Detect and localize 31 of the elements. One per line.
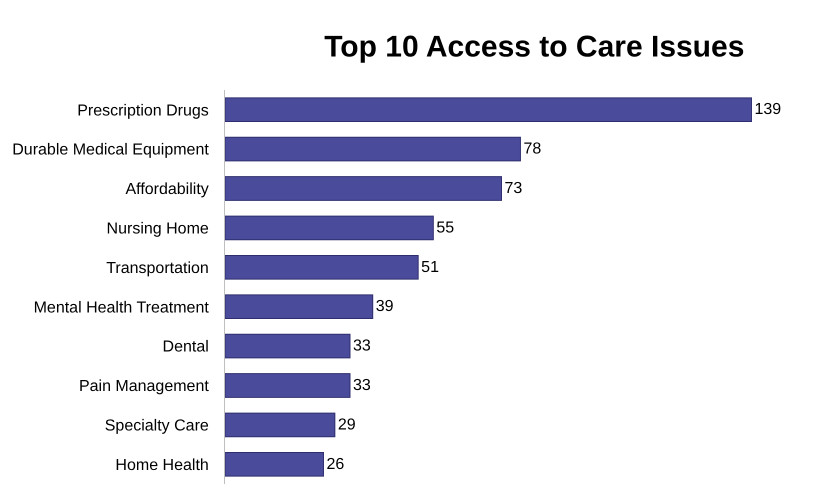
data-label: 29 — [338, 416, 356, 434]
bar — [225, 334, 350, 358]
y-tick-label: Prescription Drugs — [77, 102, 209, 120]
bar — [225, 254, 419, 280]
data-label: 33 — [352, 377, 371, 394]
data-label: 39 — [376, 298, 394, 316]
data-label: 78 — [523, 140, 542, 158]
data-label: 33 — [352, 338, 371, 355]
data-label: 55 — [436, 219, 454, 236]
data-label: 73 — [504, 180, 522, 197]
bar — [225, 294, 374, 320]
y-tick-label: Durable Medical Equipment — [12, 142, 210, 159]
bar — [225, 373, 350, 398]
bar — [225, 136, 521, 162]
y-tick-label: Specialty Care — [104, 418, 209, 434]
y-tick-label: Affordability — [125, 181, 209, 198]
bar — [225, 412, 336, 438]
bar — [225, 97, 752, 122]
y-tick-label: Home Health — [115, 456, 209, 474]
y-tick-label: Dental — [162, 338, 209, 356]
bar — [225, 216, 434, 240]
data-label: 139 — [754, 101, 782, 118]
chart-title: Top 10 Access to Care Issues — [324, 30, 744, 64]
y-tick-label: Transportation — [106, 260, 209, 277]
data-label: 26 — [326, 456, 344, 473]
y-tick-label: Mental Health Treatment — [34, 299, 210, 316]
data-label: 51 — [421, 258, 440, 276]
y-tick-label: Pain Management — [78, 378, 210, 396]
bar — [225, 452, 324, 477]
bar — [225, 176, 502, 201]
y-tick-label: Nursing Home — [106, 220, 209, 238]
